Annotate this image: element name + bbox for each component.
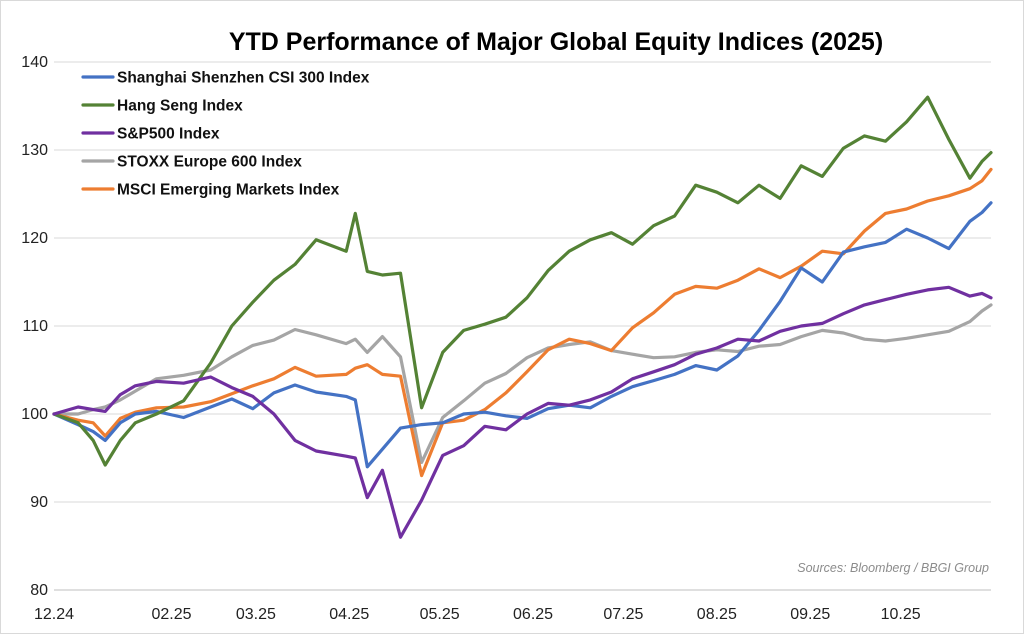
axes: 80 90 100 110 120 130 140 12.24 02.25 03.25 04.25 0… <box>21 54 991 623</box>
legend-label: Shanghai Shenzhen CSI 300 Index <box>117 70 370 87</box>
series-line-0 <box>52 201 993 469</box>
legend-label: Hang Seng Index <box>117 98 243 115</box>
y-tick-label: 120 <box>21 230 48 247</box>
x-tick-label: 12.24 <box>34 606 74 623</box>
legend-label: STOXX Europe 600 Index <box>117 154 302 171</box>
x-tick-label: 07.25 <box>603 606 643 623</box>
y-tick-label: 130 <box>21 142 48 159</box>
x-tick-label: 04.25 <box>329 606 369 623</box>
chart-title: YTD Performance of Major Global Equity I… <box>229 28 883 56</box>
y-tick-label: 100 <box>21 406 48 423</box>
gridlines <box>54 61 991 503</box>
y-tick-label: 140 <box>21 54 48 71</box>
y-tick-label: 90 <box>30 494 48 511</box>
legend: Shanghai Shenzhen CSI 300 Index Hang Seng… <box>81 70 370 199</box>
legend-label: MSCI Emerging Markets Index <box>117 182 340 199</box>
series-line-1 <box>52 95 993 467</box>
y-tick-label: 80 <box>30 582 48 599</box>
source-note: Sources: Bloomberg / BBGI Group <box>797 561 989 575</box>
x-tick-label: 10.25 <box>881 606 921 623</box>
x-tick-label: 06.25 <box>513 606 553 623</box>
y-tick-label: 110 <box>22 318 48 335</box>
legend-label: S&P500 Index <box>117 126 220 143</box>
x-tick-label: 08.25 <box>697 606 737 623</box>
x-tick-label: 03.25 <box>236 606 276 623</box>
series-line-2 <box>52 285 993 539</box>
series-lines <box>52 95 993 539</box>
x-tick-label: 05.25 <box>420 606 460 623</box>
series-line-4 <box>52 167 993 478</box>
x-tick-label: 09.25 <box>790 606 830 623</box>
x-tick-label: 02.25 <box>151 606 191 623</box>
